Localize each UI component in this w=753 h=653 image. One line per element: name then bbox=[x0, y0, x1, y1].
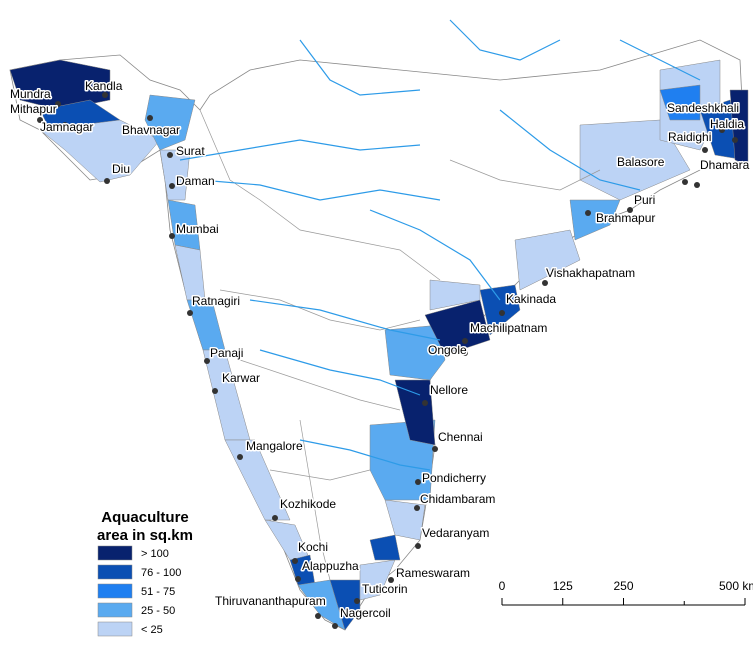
place-dot bbox=[295, 576, 301, 582]
place-dot bbox=[682, 179, 688, 185]
legend-swatch bbox=[97, 602, 133, 618]
place-dot bbox=[462, 338, 468, 344]
place-label: Alappuzha bbox=[302, 559, 359, 573]
place-dot bbox=[212, 388, 218, 394]
place-dot bbox=[462, 350, 468, 356]
place-dot bbox=[719, 127, 725, 133]
place-dot bbox=[332, 623, 338, 629]
place-dot bbox=[627, 207, 633, 213]
place-label: Sandeshkhali bbox=[667, 101, 739, 115]
place-dot bbox=[55, 101, 61, 107]
place-dot bbox=[694, 182, 700, 188]
place-dot bbox=[102, 92, 108, 98]
legend-swatch bbox=[97, 583, 133, 599]
place-label: Raidighi bbox=[668, 130, 711, 144]
place-label: Nagercoil bbox=[340, 606, 391, 620]
place-label: Vedaranyam bbox=[422, 526, 489, 540]
place-label: Dhamara bbox=[700, 158, 750, 172]
place-label: Ratnagiri bbox=[192, 294, 240, 308]
legend-label: < 25 bbox=[141, 624, 163, 636]
legend-label: 25 - 50 bbox=[141, 605, 175, 617]
place-dot bbox=[354, 598, 360, 604]
place-dot bbox=[167, 152, 173, 158]
legend-swatch bbox=[97, 545, 133, 561]
place-dot bbox=[702, 147, 708, 153]
place-label: Vishakhapatnam bbox=[546, 266, 635, 280]
place-label: Jamnagar bbox=[40, 120, 93, 134]
place-dot bbox=[272, 515, 278, 521]
place-dot bbox=[237, 454, 243, 460]
place-label: Nellore bbox=[430, 383, 468, 397]
place-dot bbox=[169, 233, 175, 239]
place-dot bbox=[169, 183, 175, 189]
place-label: Chennai bbox=[438, 430, 483, 444]
place-label: Surat bbox=[176, 144, 205, 158]
place-label: Mundra bbox=[10, 87, 51, 101]
place-label: Balasore bbox=[617, 155, 665, 169]
place-label: Kakinada bbox=[506, 292, 556, 306]
place-dot bbox=[62, 122, 68, 128]
place-dot bbox=[732, 137, 738, 143]
place-label: Haldia bbox=[710, 117, 744, 131]
legend-swatch bbox=[97, 621, 133, 637]
legend-swatch bbox=[97, 564, 133, 580]
place-label: Kochi bbox=[298, 540, 328, 554]
place-label: Daman bbox=[176, 174, 215, 188]
place-dot bbox=[292, 558, 298, 564]
place-label: Machilipatnam bbox=[470, 321, 547, 335]
place-label: Panaji bbox=[210, 346, 243, 360]
place-label: Mangalore bbox=[246, 439, 303, 453]
place-dot bbox=[585, 210, 591, 216]
place-dot bbox=[432, 446, 438, 452]
place-label: Tuticorin bbox=[362, 582, 408, 596]
place-dot bbox=[388, 577, 394, 583]
legend-label: > 100 bbox=[141, 548, 169, 560]
scale-label: 125 bbox=[553, 579, 573, 593]
legend-title: Aquaculture bbox=[101, 509, 189, 526]
place-label: Chidambaram bbox=[420, 492, 495, 506]
place-dot bbox=[499, 310, 505, 316]
place-label: Puri bbox=[634, 193, 655, 207]
place-label: Mumbai bbox=[176, 222, 219, 236]
place-label: Diu bbox=[112, 162, 130, 176]
place-dot bbox=[104, 178, 110, 184]
place-label: Brahmapur bbox=[596, 211, 655, 225]
place-label: Mithapur bbox=[10, 102, 57, 116]
place-label: Kozhikode bbox=[280, 497, 336, 511]
place-dot bbox=[415, 479, 421, 485]
place-dot bbox=[204, 358, 210, 364]
scale-label: 500 kms bbox=[719, 579, 753, 593]
scale-label: 0 bbox=[499, 579, 506, 593]
place-dot bbox=[422, 400, 428, 406]
place-dot bbox=[315, 613, 321, 619]
place-dot bbox=[187, 310, 193, 316]
place-dot bbox=[415, 543, 421, 549]
place-dot bbox=[37, 117, 43, 123]
place-dot bbox=[414, 505, 420, 511]
rivers bbox=[179, 19, 701, 471]
scale-bar: 0 125 250 500 kms bbox=[499, 579, 753, 606]
scale-label: 250 bbox=[613, 579, 633, 593]
legend-title: area in sq.km bbox=[97, 527, 193, 544]
legend-label: 76 - 100 bbox=[141, 567, 181, 579]
place-dot bbox=[542, 280, 548, 286]
place-label: Kandla bbox=[85, 79, 123, 93]
place-label: Thiruvananthapuram bbox=[215, 594, 326, 608]
districts bbox=[9, 59, 749, 631]
place-label: Ongole bbox=[428, 343, 467, 357]
boundaries bbox=[199, 109, 601, 581]
place-dot bbox=[147, 115, 153, 121]
place-label: Rameswaram bbox=[396, 566, 470, 580]
place-label: Bhavnagar bbox=[122, 123, 180, 137]
place-label: Karwar bbox=[222, 371, 260, 385]
legend-label: 51 - 75 bbox=[141, 586, 175, 598]
place-label: Pondicherry bbox=[422, 471, 486, 485]
